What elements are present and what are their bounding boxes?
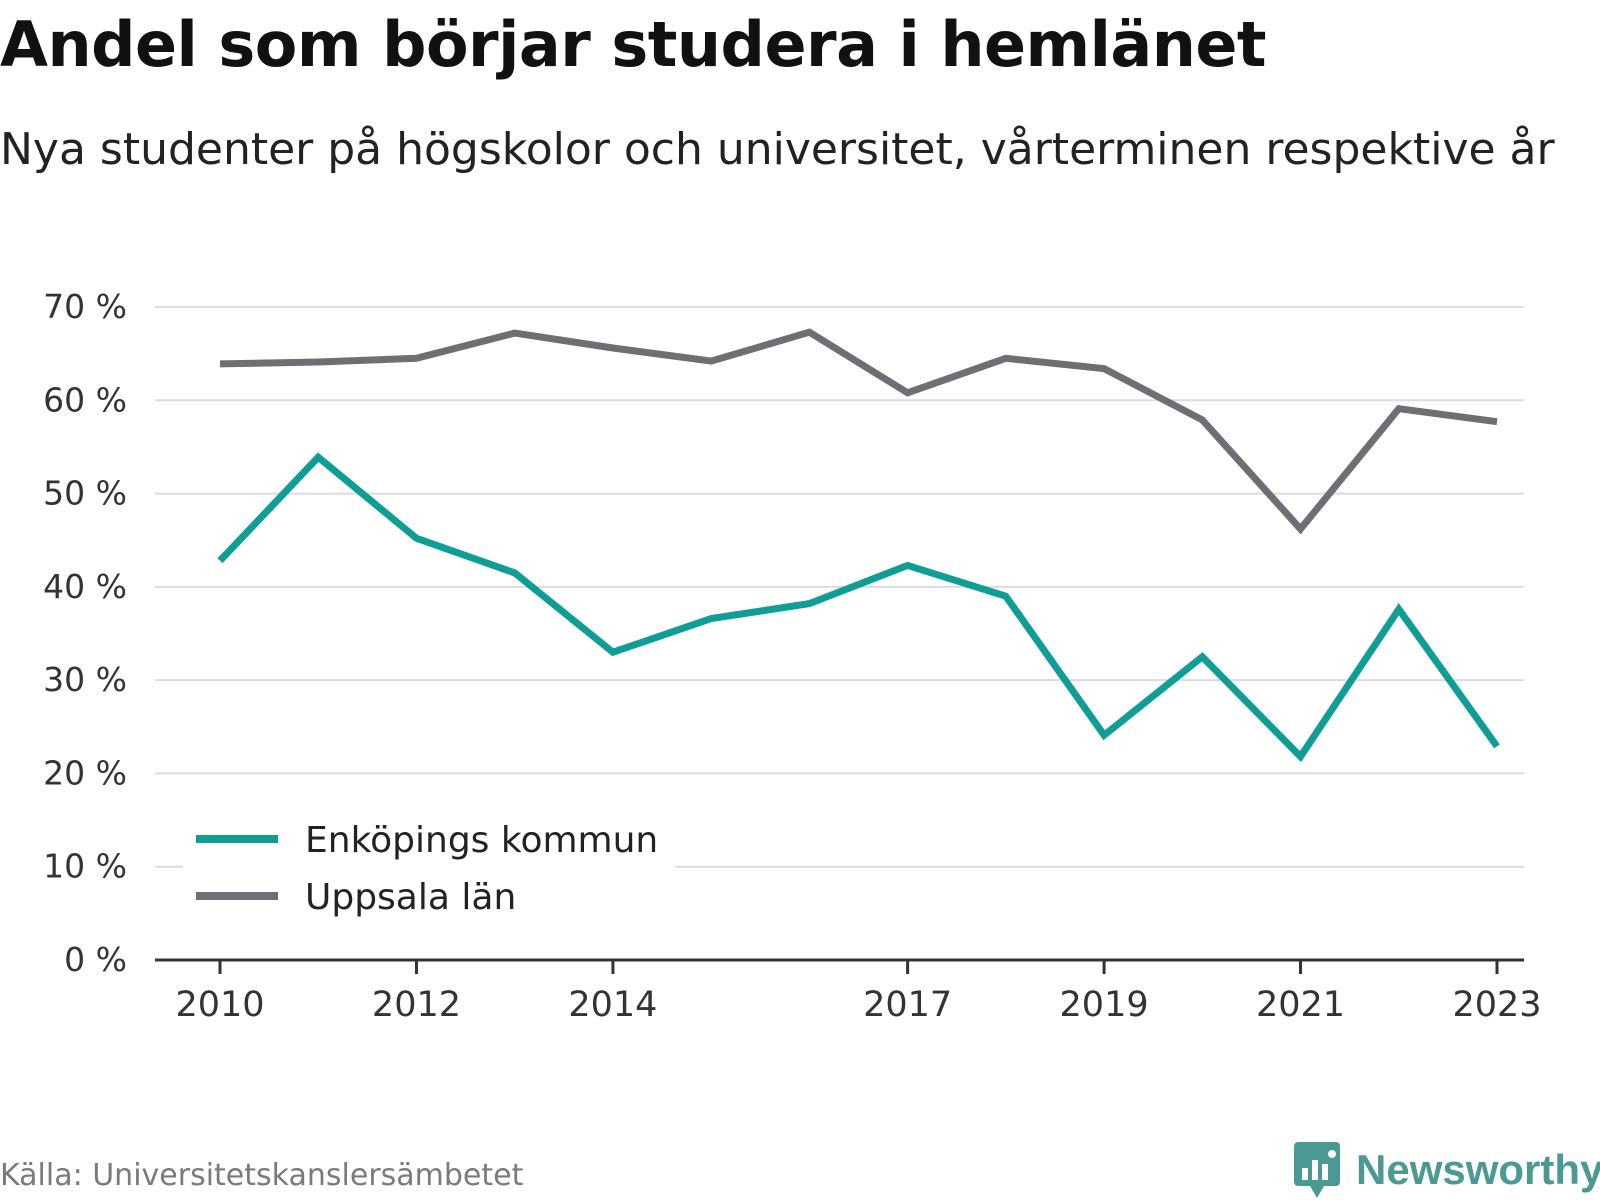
grid-lines [155, 306, 1524, 868]
legend-label-2: Uppsala län [305, 877, 516, 918]
y-tick-label: 20 % [43, 753, 127, 792]
series-line-2 [219, 328, 1498, 535]
brand-logo: Newsworthy [1292, 1140, 1600, 1200]
y-tick-label: 50 % [43, 474, 127, 513]
x-tick-label: 2021 [1256, 985, 1345, 1025]
legend-background [183, 808, 675, 920]
y-tick-label: 30 % [43, 660, 127, 699]
x-axis: 2010 2012 2014 2017 2019 2021 2023 [155, 958, 1542, 1025]
y-tick-label: 0 % [64, 940, 127, 979]
x-tick-label: 2010 [175, 985, 264, 1025]
y-tick-label: 10 % [43, 847, 127, 886]
chart-title: Andel som börjar studera i hemlänet [0, 8, 1267, 81]
x-tick-label: 2012 [372, 985, 461, 1025]
x-tick-label: 2017 [863, 985, 952, 1025]
x-tick-label: 2014 [568, 985, 657, 1025]
legend-label-1: Enköpings kommun [305, 820, 658, 861]
x-tick-label: 2023 [1452, 985, 1541, 1025]
brand-name: Newsworthy [1356, 1146, 1600, 1193]
series-lines [217, 328, 1500, 763]
y-tick-label: 40 % [43, 567, 127, 606]
bar-chart-icon [1294, 1142, 1340, 1198]
y-tick-label: 70 % [43, 287, 127, 326]
legend: Enköpings kommun Uppsala län [183, 808, 675, 920]
y-tick-label: 60 % [43, 380, 127, 419]
chart-subtitle: Nya studenter på högskolor och universit… [0, 124, 1555, 175]
series-line-1 [217, 452, 1500, 763]
y-axis-tick-labels: 0 % 10 % 20 % 30 % 40 % 50 % 60 % 70 % [43, 287, 127, 979]
x-tick-label: 2019 [1060, 985, 1149, 1025]
source-note: Källa: Universitetskanslersämbetet [0, 1158, 524, 1193]
